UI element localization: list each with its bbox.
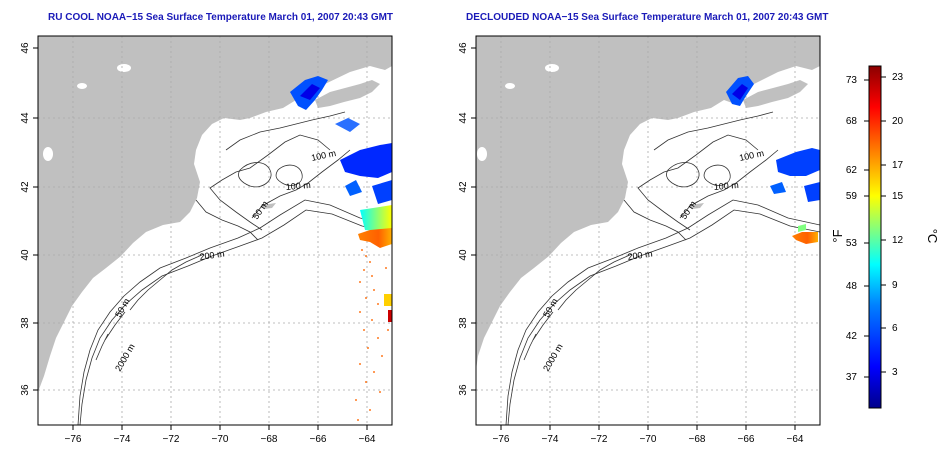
left-sst-pixels xyxy=(290,76,392,322)
celsius-tick: 23 xyxy=(892,72,904,83)
contour-label: 200 m xyxy=(199,249,225,262)
lat-tick-label: 46 xyxy=(20,42,31,54)
lon-tick-label: −68 xyxy=(689,434,706,445)
lon-tick-label: −64 xyxy=(787,434,804,445)
lat-tick-label: 36 xyxy=(20,384,31,396)
fahrenheit-tick: 59 xyxy=(846,191,858,202)
contour-label: 100 m xyxy=(310,148,337,163)
contour-label: 2000 m xyxy=(541,342,565,373)
lon-tick-label: −74 xyxy=(114,434,131,445)
right-sst-pixels xyxy=(726,76,820,244)
lon-tick-label: −76 xyxy=(493,434,510,445)
contour-label: 100 m xyxy=(285,180,311,192)
left-lakes xyxy=(43,64,131,161)
colorbar-gradient xyxy=(868,65,882,409)
lon-tick-label: −66 xyxy=(738,434,755,445)
lat-tick-label: 44 xyxy=(20,112,31,124)
right-map-title: DECLOUDED NOAA−15 Sea Surface Temperatur… xyxy=(466,12,829,23)
lon-tick-label: −72 xyxy=(591,434,608,445)
lat-tick-label: 46 xyxy=(458,42,469,54)
lon-tick-label: −66 xyxy=(310,434,327,445)
contour-label: 50 m xyxy=(113,297,132,319)
temperature-colorbar: 73 68 62 59 53 48 42 37 23 20 17 15 12 9… xyxy=(830,65,940,409)
contour-label: 2000 m xyxy=(113,342,137,373)
lon-tick-label: −64 xyxy=(359,434,376,445)
celsius-tick: 12 xyxy=(892,235,904,246)
lat-tick-label: 38 xyxy=(458,317,469,329)
right-latitude-axis xyxy=(471,47,476,391)
lon-tick-label: −72 xyxy=(163,434,180,445)
contour-label: 200 m xyxy=(627,249,653,262)
left-map-frame xyxy=(37,35,393,426)
celsius-unit-label: °C xyxy=(925,229,940,244)
fahrenheit-tick: 53 xyxy=(846,238,858,249)
lon-tick-label: −70 xyxy=(640,434,657,445)
lat-tick-label: 42 xyxy=(20,181,31,193)
celsius-tick: 6 xyxy=(892,323,898,334)
celsius-tick: 20 xyxy=(892,116,904,127)
celsius-tick: 15 xyxy=(892,191,904,202)
left-land-area xyxy=(38,36,392,392)
fahrenheit-tick: 68 xyxy=(846,116,858,127)
right-lakes xyxy=(477,64,559,161)
right-map-panel: 100 m 100 m 50 m 200 m 50 m 2000 m xyxy=(458,35,821,445)
fahrenheit-tick: 42 xyxy=(846,331,858,342)
contour-label: 50 m xyxy=(250,199,270,221)
celsius-tick: 3 xyxy=(892,367,898,378)
contour-label: 100 m xyxy=(738,148,765,163)
celsius-tick: 9 xyxy=(892,280,898,291)
contour-label: 50 m xyxy=(541,297,560,319)
lat-tick-label: 40 xyxy=(458,249,469,261)
left-latitude-axis xyxy=(33,47,38,391)
fahrenheit-tick: 62 xyxy=(846,165,858,176)
left-sst-speckles xyxy=(355,249,389,421)
left-map-panel: 100 m 100 m 50 m 200 m 50 m 2000 m xyxy=(20,35,393,445)
lat-tick-label: 40 xyxy=(20,249,31,261)
fahrenheit-tick: 48 xyxy=(846,281,858,292)
fahrenheit-tick: 73 xyxy=(846,75,858,86)
right-bathymetry-contours xyxy=(505,111,820,425)
lat-tick-label: 36 xyxy=(458,384,469,396)
lon-tick-label: −74 xyxy=(542,434,559,445)
contour-label: 50 m xyxy=(678,199,698,221)
left-bathymetry-contours xyxy=(77,111,392,425)
lon-tick-label: −68 xyxy=(261,434,278,445)
fahrenheit-tick: 37 xyxy=(846,372,858,383)
fahrenheit-unit-label: °F xyxy=(830,229,845,242)
lon-tick-label: −76 xyxy=(65,434,82,445)
right-grid xyxy=(476,36,820,425)
left-map-title: RU COOL NOAA−15 Sea Surface Temperature … xyxy=(48,12,394,23)
lon-tick-label: −70 xyxy=(212,434,229,445)
lat-tick-label: 42 xyxy=(458,181,469,193)
right-longitude-axis xyxy=(500,425,796,430)
celsius-tick: 17 xyxy=(892,160,904,171)
lat-tick-label: 38 xyxy=(20,317,31,329)
contour-label: 100 m xyxy=(713,180,739,192)
lat-tick-label: 44 xyxy=(458,112,469,124)
left-longitude-axis xyxy=(72,425,368,430)
